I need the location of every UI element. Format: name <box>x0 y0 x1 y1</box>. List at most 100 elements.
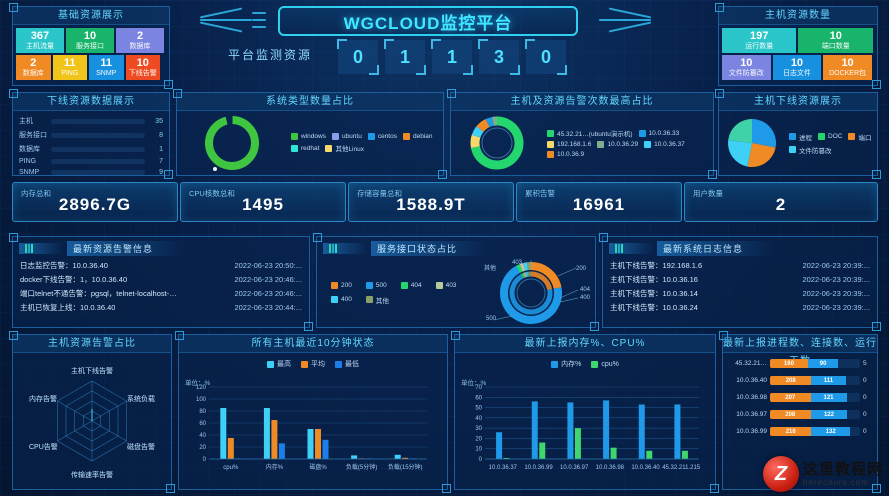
basic-resource-tile-3[interactable]: 2 数据库 <box>16 55 51 80</box>
host-offline-legend-item[interactable]: 进程 <box>789 132 812 142</box>
resource-alarm-log-list: 日志监控告警：10.0.36.40 2022-06-23 20:50:... doc… <box>13 258 309 316</box>
chart-legend-item[interactable]: cpu% <box>591 359 619 369</box>
host-resource-tile-0[interactable]: 197 运行数量 <box>722 28 797 53</box>
host-state-title: 所有主机最近10分钟状态 <box>179 335 447 353</box>
host-resource-tile-4[interactable]: 10 DOCKER包 <box>823 55 872 80</box>
basic-resource-tile-4[interactable]: 11 PING <box>52 55 87 80</box>
resource-alarm-log-row[interactable]: docker下线告警：1，10.0.36.40 2022-06-23 20:46:… <box>20 273 302 287</box>
resource-alarm-log-row[interactable]: 日志监控告警：10.0.36.40 2022-06-23 20:50:... <box>20 259 302 273</box>
host-alarm-legend-item[interactable]: 10.0.36.37 <box>644 141 685 148</box>
host-resource-tiles: 197 运行数量 10 端口数量 10 文件防篡改 10 日志文件 10 DOCKER包 <box>719 25 877 83</box>
host-alarm-legend-item[interactable]: 192.168.1.6 <box>547 141 591 148</box>
process-row[interactable]: 10.0.36.99 216 132 0 <box>727 427 871 436</box>
offline-bar-track <box>51 170 145 175</box>
basic-resource-tile-6[interactable]: 10 下线告警 <box>125 55 160 80</box>
host-offline-legend-item[interactable]: DOC <box>818 132 842 142</box>
legend-swatch <box>400 281 408 289</box>
process-row[interactable]: 10.0.36.40 208 111 0 <box>727 376 871 385</box>
svg-text:负载(15分钟): 负载(15分钟) <box>388 463 423 471</box>
svg-text:系统负载: 系统负载 <box>127 394 155 403</box>
basic-resource-tile-5[interactable]: 11 SNMP <box>89 55 124 80</box>
host-resource-tile-3[interactable]: 10 日志文件 <box>772 55 822 80</box>
chart-legend-item[interactable]: 最低 <box>335 359 359 369</box>
log-text: 主机下线告警：10.0.36.24 <box>610 303 698 312</box>
svg-text:其他: 其他 <box>484 264 496 272</box>
tile-label: 端口数量 <box>821 42 850 50</box>
run-days: 5 <box>863 360 867 367</box>
system-type-title: 系统类型数量占比 <box>177 93 443 111</box>
process-bar: 208 122 <box>770 410 860 419</box>
svg-text:10.0.36.97: 10.0.36.97 <box>560 465 589 471</box>
kpi-value: 2 <box>775 195 787 214</box>
legend-swatch <box>325 144 333 152</box>
host-alarm-legend-item[interactable]: 10.0.36.9 <box>547 151 584 158</box>
system-type-legend-item[interactable]: 其他Linux <box>325 143 364 153</box>
legend-swatch <box>638 129 646 137</box>
service-status-legend-item[interactable]: 403 <box>435 281 456 289</box>
host-state-chart-body: 最高 平均 最低 单位：% 0 20 40 60 80 100 120 cpu% 内存% 磁盘% 负载(… <box>179 353 447 489</box>
process-row[interactable]: 10.0.36.98 207 121 0 <box>727 393 871 402</box>
host-alarm-legend-item[interactable]: 10.0.36.29 <box>597 141 638 148</box>
basic-resource-tile-1[interactable]: 10 服务接口 <box>66 28 114 53</box>
basic-resource-panel: 基础资源展示 367 主机流量 10 服务接口 2 数据库 2 数据库 11 PING 11 SNMP… <box>9 3 173 89</box>
header-decoration-right <box>583 7 653 34</box>
host-offline-legend-item[interactable]: 文件防篡改 <box>789 145 832 155</box>
system-log-row[interactable]: 主机下线告警：10.0.36.14 2022-06-23 20:39:... <box>610 287 870 301</box>
process-row[interactable]: 10.0.36.97 208 122 0 <box>727 410 871 419</box>
tile-value: 10 <box>829 29 842 42</box>
resource-alarm-log-row[interactable]: 端口telnet不通告警：pgsql，telnet-localhost-… 202… <box>20 287 302 301</box>
tile-label: SNMP <box>96 69 117 77</box>
system-log-row[interactable]: 主机下线告警：10.0.36.24 2022-06-23 20:39:... <box>610 301 870 315</box>
svg-text:磁盘%: 磁盘% <box>309 463 327 471</box>
monitor-resource-label: 平台监测资源 <box>228 48 313 62</box>
process-count-seg: 207 <box>770 393 811 402</box>
host-state-chart-panel: 所有主机最近10分钟状态 最高 平均 最低 单位：% 0 20 40 60 80 100 120… <box>175 331 451 493</box>
service-status-legend-item[interactable]: 500 <box>365 281 387 289</box>
service-status-legend-item[interactable]: 400 <box>331 295 352 305</box>
basic-resource-tile-2[interactable]: 2 数据库 <box>116 28 164 53</box>
svg-text:20: 20 <box>475 436 482 442</box>
service-status-legend-item[interactable]: 404 <box>400 281 422 289</box>
chart-legend-item[interactable]: 内存% <box>551 359 581 369</box>
svg-text:CPU告警: CPU告警 <box>29 442 58 451</box>
process-row[interactable]: 45.32.21… 160 90 5 <box>727 359 871 368</box>
host-resource-tile-1[interactable]: 10 端口数量 <box>798 28 873 53</box>
latest-mem-cpu-panel: 最新上报内存%、CPU% 内存% cpu% 单位：% 0 10 20 30 40 50 60 7… <box>451 331 719 493</box>
system-log-row[interactable]: 主机下线告警：192.168.1.6 2022-06-23 20:39:... <box>610 259 870 273</box>
service-status-legend-item[interactable]: 200 <box>331 281 352 289</box>
tile-value: 10 <box>740 56 753 69</box>
offline-bar-track <box>51 146 145 152</box>
host-state-unit: 单位：% <box>185 380 211 387</box>
host-alarm-legend-item[interactable]: 45.32.21…(ubuntu演示机) <box>547 128 633 138</box>
log-date: 2022-06-23 20:39:... <box>802 289 870 298</box>
host-offline-pie <box>719 115 785 171</box>
process-bar: 216 132 <box>770 427 860 436</box>
offline-bar-row: 主机 35 <box>19 116 163 126</box>
system-type-legend-item[interactable]: windows <box>291 133 326 140</box>
legend-swatch <box>367 133 375 140</box>
legend-label: cpu% <box>601 360 619 368</box>
chart-legend-item[interactable]: 平均 <box>301 359 325 369</box>
offline-bar-row: 数据库 1 <box>19 144 163 154</box>
service-status-legend-item[interactable]: 其他 <box>365 295 389 305</box>
system-type-legend-item[interactable]: ubuntu <box>331 133 362 140</box>
system-type-legend-item[interactable]: centos <box>367 133 397 140</box>
tile-value: 367 <box>30 29 50 42</box>
svg-text:20: 20 <box>199 445 206 451</box>
system-type-legend-item[interactable]: debian <box>402 133 433 140</box>
legend-swatch <box>335 360 342 368</box>
host-alarm-legend-item[interactable]: 10.0.36.33 <box>638 128 679 138</box>
host-offline-legend-item[interactable]: 端口 <box>848 132 871 142</box>
system-log-row[interactable]: 主机下线告警：10.0.36.16 2022-06-23 20:39:... <box>610 273 870 287</box>
bar-marker-icon <box>323 243 367 254</box>
log-date: 2022-06-23 20:46:... <box>234 275 302 284</box>
legend-label: centos <box>377 133 397 140</box>
resource-alarm-log-row[interactable]: 主机已恢复上线：10.0.36.40 2022-06-23 20:44:... <box>20 301 302 315</box>
tile-label: PING <box>61 69 79 77</box>
svg-text:10.0.36.37: 10.0.36.37 <box>489 465 518 471</box>
host-resource-tile-2[interactable]: 10 文件防篡改 <box>722 55 771 80</box>
basic-resource-tile-0[interactable]: 367 主机流量 <box>16 28 64 53</box>
legend-label: 400 <box>341 296 352 303</box>
chart-legend-item[interactable]: 最高 <box>267 359 291 369</box>
system-type-legend-item[interactable]: redhat <box>291 143 319 153</box>
